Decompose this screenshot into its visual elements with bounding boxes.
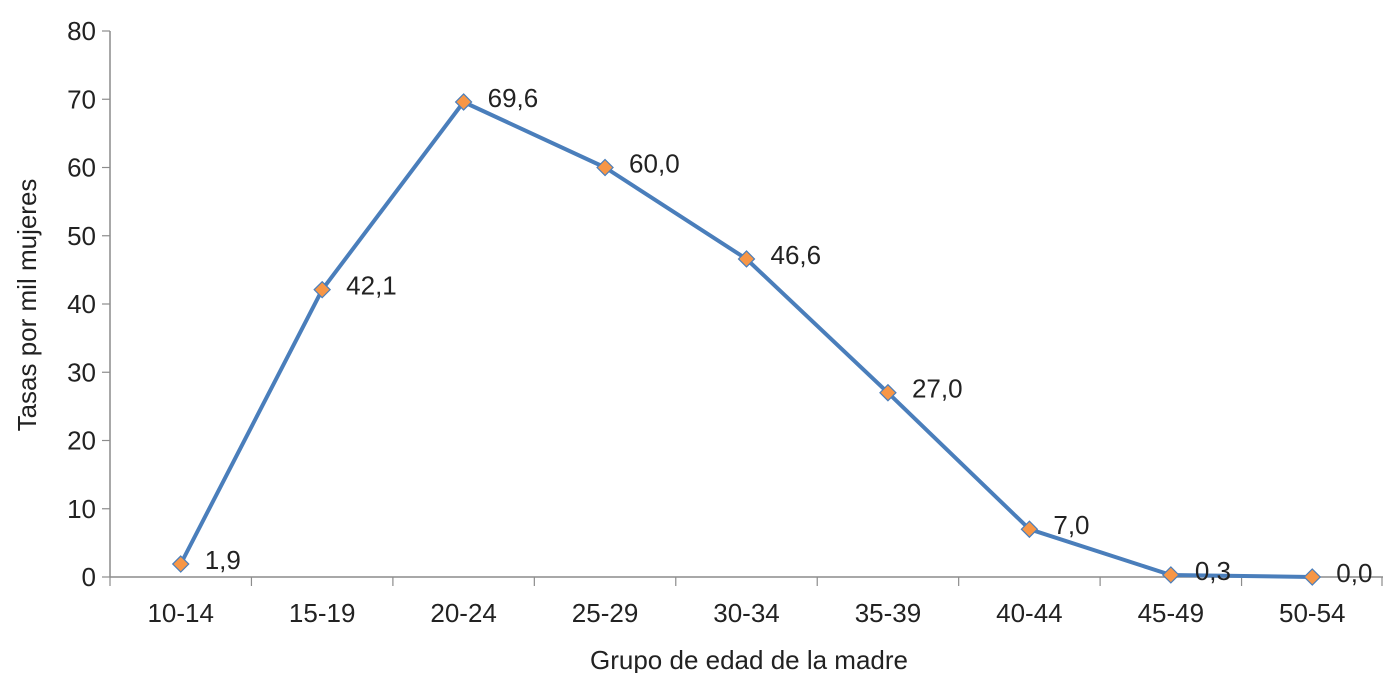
y-tick-label: 60	[67, 153, 96, 183]
x-tick-label: 15-19	[289, 598, 356, 628]
y-tick-label: 20	[67, 426, 96, 456]
y-axis: 0 10 20 30 40 50 60 70 80	[67, 16, 111, 592]
y-tick-label: 30	[67, 357, 96, 387]
x-tick-label: 35-39	[855, 598, 922, 628]
series-line	[178, 100, 1315, 579]
y-axis-title: Tasas por mil mujeres	[12, 179, 42, 432]
y-tick-label: 10	[67, 494, 96, 524]
data-label: 60,0	[629, 149, 680, 179]
y-tick-label: 80	[67, 16, 96, 46]
data-label: 69,6	[488, 83, 539, 113]
data-point-marker	[171, 555, 190, 573]
x-tick-label: 20-24	[430, 598, 497, 628]
data-label: 1,9	[205, 545, 241, 575]
y-tick-label: 50	[67, 221, 96, 251]
data-label: 0,3	[1195, 556, 1231, 586]
data-point-marker	[1161, 566, 1180, 584]
x-tick-label: 10-14	[147, 598, 214, 628]
data-point-marker	[737, 250, 756, 268]
x-tick-label: 45-49	[1138, 598, 1205, 628]
x-axis-title: Grupo de edad de la madre	[590, 645, 908, 673]
data-point-marker	[454, 93, 473, 111]
x-tick-label: 50-54	[1279, 598, 1346, 628]
x-tick-label: 30-34	[713, 598, 780, 628]
data-label: 42,1	[346, 271, 397, 301]
x-axis: 10-14 15-19 20-24 25-29 30-34 35-39 40-44 45-49…	[109, 576, 1383, 628]
data-label: 27,0	[912, 374, 963, 404]
data-label: 0,0	[1336, 558, 1372, 588]
data-labels-layer: 1,9 42,1 69,6 60,0 46,6 27,0 7,0 0,3 0,0	[205, 83, 1373, 588]
data-point-marker	[1020, 520, 1039, 539]
y-tick-label: 70	[67, 84, 96, 114]
data-point-marker	[596, 158, 614, 177]
data-point-marker	[313, 280, 332, 299]
data-label: 46,6	[771, 240, 822, 270]
y-tick-label: 40	[67, 289, 96, 319]
data-label: 7,0	[1053, 510, 1089, 540]
data-point-marker	[1303, 568, 1322, 586]
x-tick-label: 40-44	[996, 598, 1063, 628]
data-point-marker	[879, 383, 897, 402]
series-layer	[171, 93, 1322, 586]
y-tick-label: 0	[82, 562, 96, 592]
x-tick-label: 25-29	[572, 598, 639, 628]
